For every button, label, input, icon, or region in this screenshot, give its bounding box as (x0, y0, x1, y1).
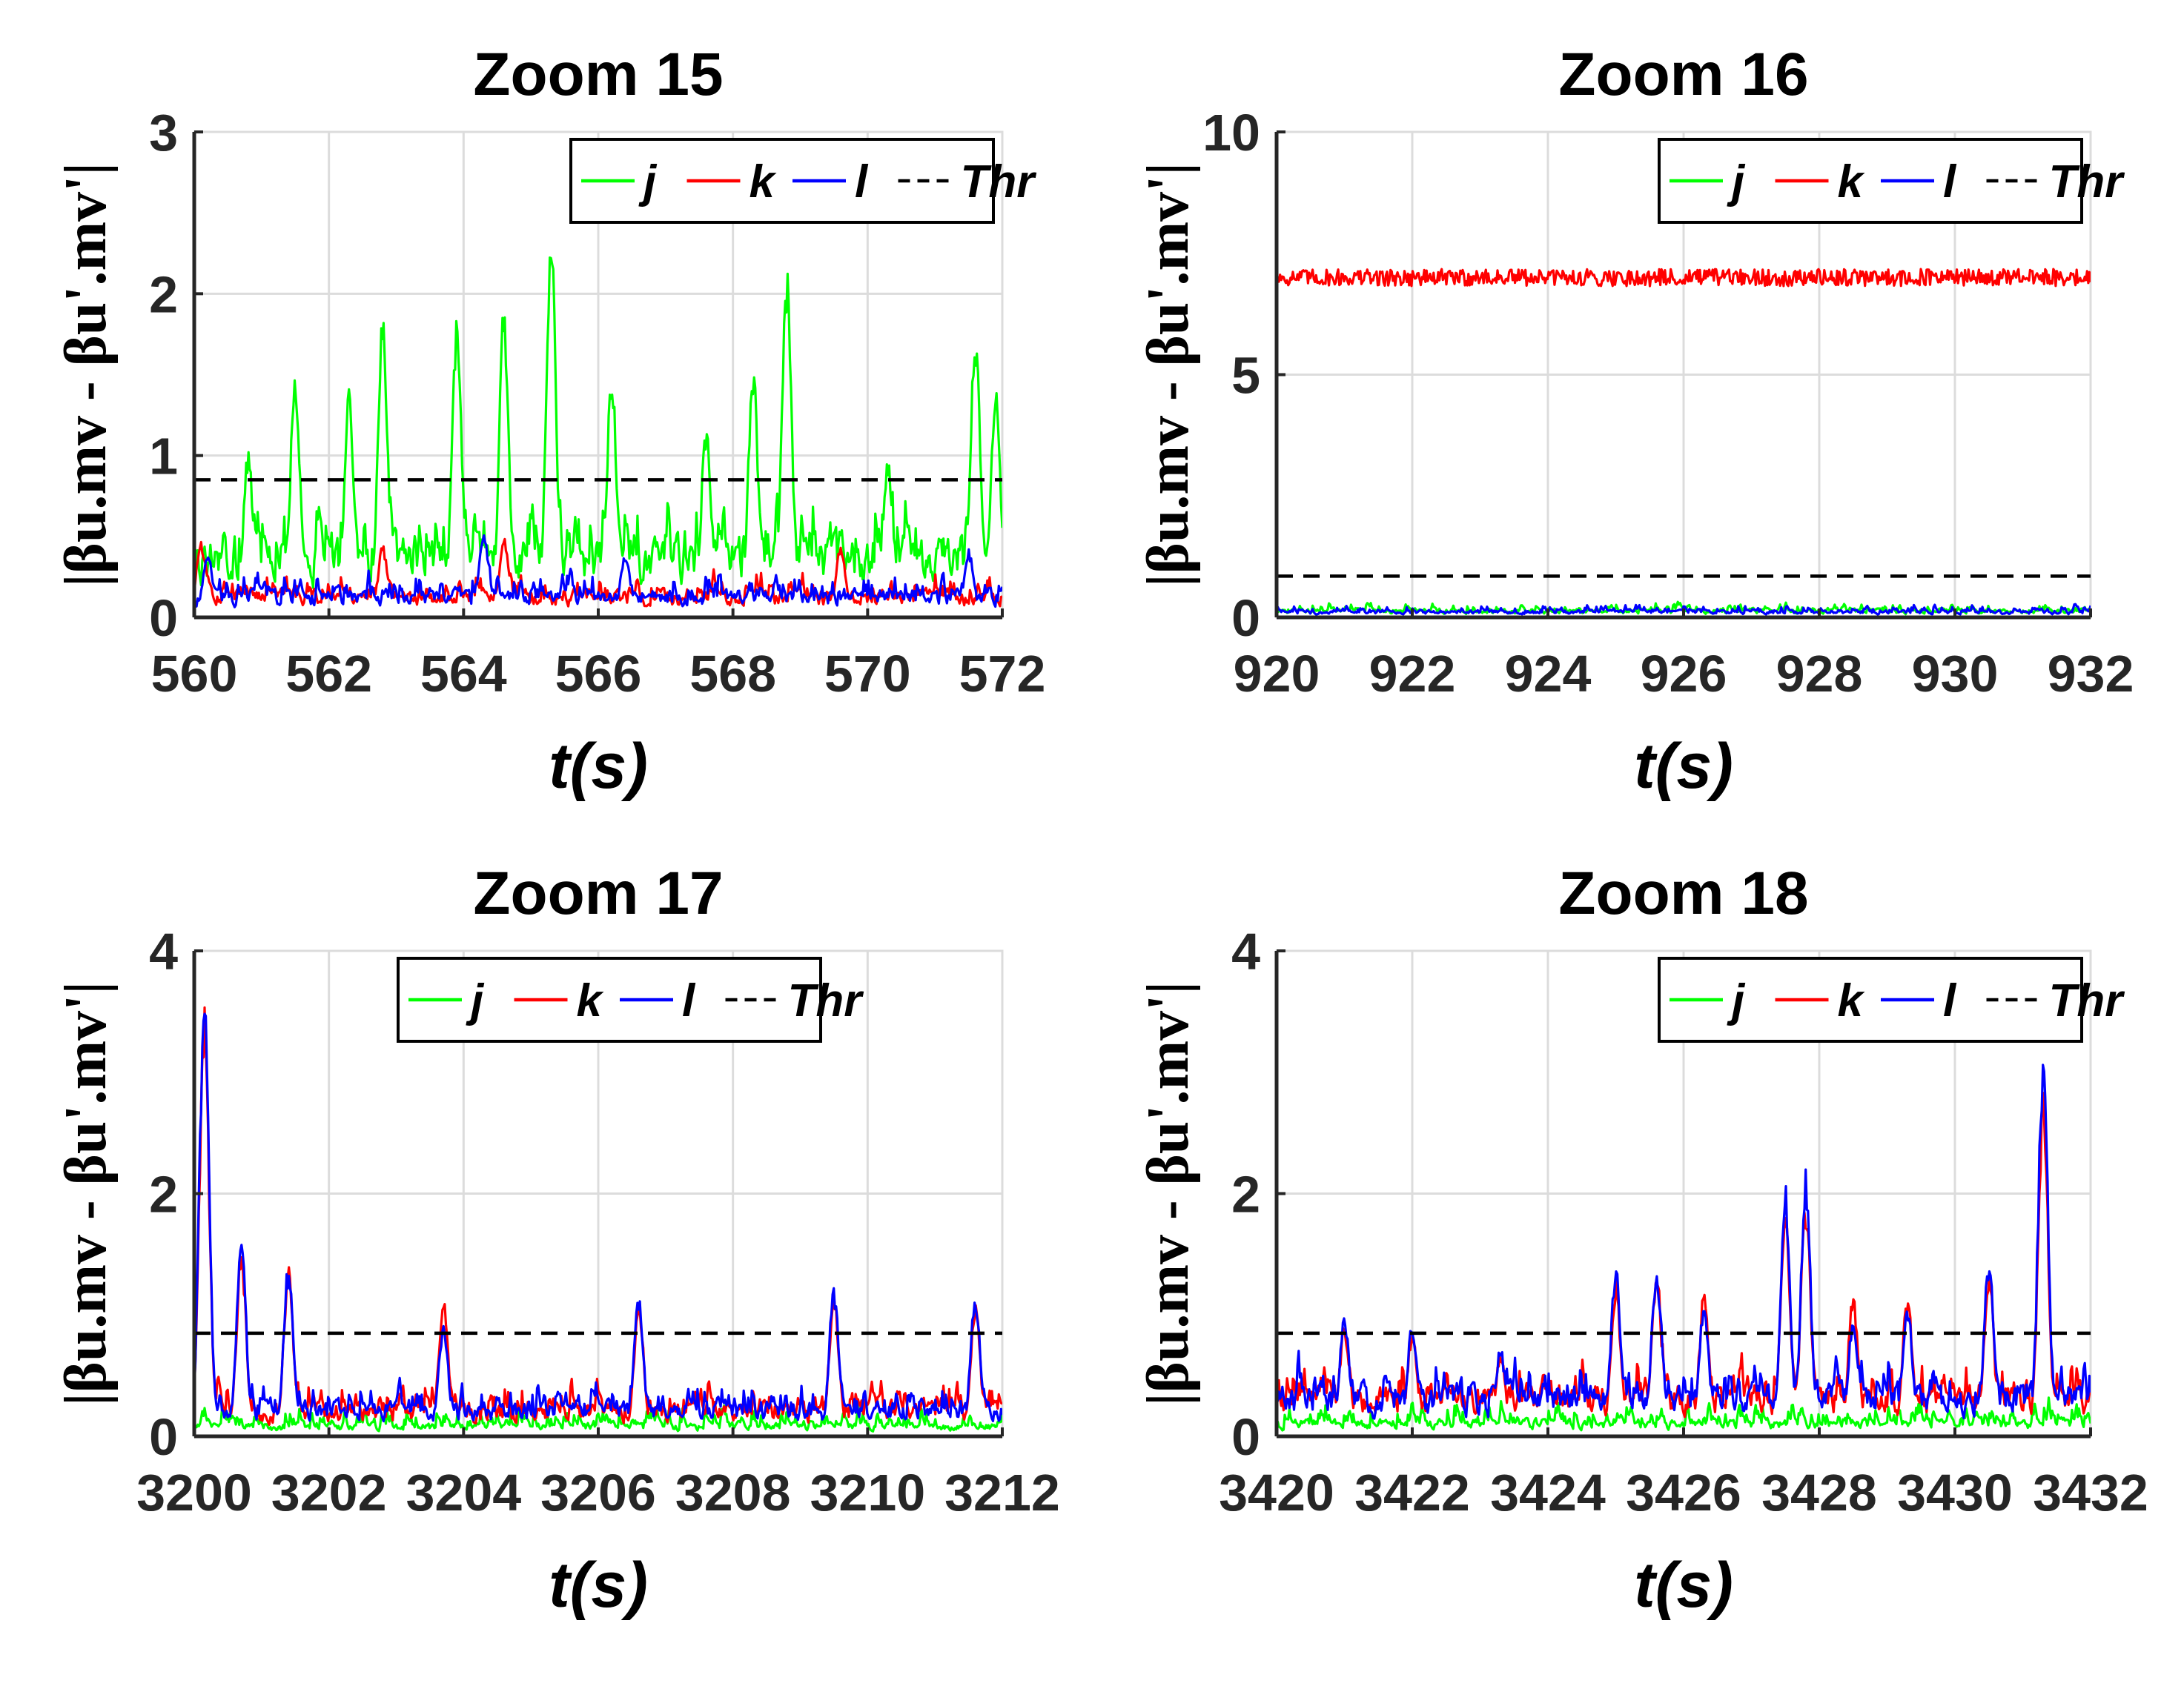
x-tick-label: 3204 (406, 1464, 521, 1522)
x-tick-label: 932 (2048, 645, 2134, 703)
x-tick-label: 3212 (944, 1464, 1060, 1522)
chart-panel: 3200 3202 3204 3206 3208 3210 3212 0 2 4 Zoom 17 t(… (53, 860, 1060, 1621)
legend: j k l Thr (397, 957, 864, 1043)
legend-label-l: l (855, 156, 869, 208)
legend-label-Thr: Thr (2049, 975, 2125, 1026)
legend-label-k: k (1838, 156, 1866, 208)
y-axis-label: |βu.mv - βu'.mv'| (1136, 981, 1201, 1406)
y-tick-label: 10 (1202, 104, 1260, 162)
legend-label-l: l (682, 975, 696, 1026)
x-tick-label: 3202 (271, 1464, 387, 1522)
series-line-k (194, 537, 1002, 608)
legend-box (569, 138, 995, 224)
legend: j k l Thr (1658, 957, 2125, 1043)
series-line-k (194, 1006, 1002, 1427)
legend-label-k: k (749, 156, 778, 208)
x-tick-label: 3422 (1354, 1464, 1470, 1522)
x-tick-label: 572 (959, 645, 1046, 703)
y-tick-label: 0 (149, 1408, 178, 1466)
series-line-l (194, 1012, 1002, 1423)
x-axis-label: t(s) (1634, 1550, 1733, 1621)
x-tick-label: 3210 (810, 1464, 925, 1522)
y-tick-label: 2 (1231, 1166, 1260, 1224)
chart-title: Zoom 15 (473, 41, 723, 108)
chart-panel: 560 562 564 566 568 570 572 0 1 2 3 Zoom 15 t(s) |βu.… (53, 41, 1045, 802)
legend-label-Thr: Thr (961, 156, 1037, 208)
plot-area (1277, 1064, 2091, 1432)
y-axis-label: |βu.mv - βu'.mv'| (53, 162, 119, 587)
y-axis-label: |βu.mv - βu'.mv'| (53, 981, 119, 1406)
chart-title: Zoom 18 (1558, 860, 1808, 927)
chart-panel: 3420 3422 3424 3426 3428 3430 3432 0 2 4 Zoom 18 t(… (1136, 860, 2148, 1621)
legend-label-Thr: Thr (2049, 156, 2125, 208)
x-tick-label: 922 (1369, 645, 1456, 703)
x-axis-label: t(s) (549, 1550, 648, 1621)
x-tick-label: 3428 (1761, 1464, 1877, 1522)
x-tick-label: 560 (151, 645, 238, 703)
legend-label-k: k (1838, 975, 1866, 1026)
series-line-k (1277, 268, 2091, 288)
legend: j k l Thr (569, 138, 1037, 224)
x-tick-label: 3208 (675, 1464, 791, 1522)
chart-panel: 920 922 924 926 928 930 932 0 5 10 Zoom 16 t(s) |βu.… (1136, 41, 2134, 802)
x-tick-label: 3432 (2033, 1464, 2148, 1522)
x-tick-label: 930 (1912, 645, 1999, 703)
x-tick-label: 924 (1505, 645, 1592, 703)
y-tick-label: 2 (149, 1166, 178, 1224)
y-tick-label: 2 (149, 265, 178, 323)
x-axis-label: t(s) (549, 731, 648, 802)
x-tick-label: 3424 (1490, 1464, 1606, 1522)
x-axis-label: t(s) (1634, 731, 1733, 802)
y-axis-label: |βu.mv - βu'.mv'| (1136, 162, 1201, 587)
plot-area (194, 1006, 1002, 1433)
legend-label-k: k (577, 975, 605, 1026)
y-tick-label: 0 (1231, 1408, 1260, 1466)
chart-title: Zoom 17 (473, 860, 723, 927)
y-tick-label: 1 (149, 428, 178, 485)
y-tick-label: 4 (149, 923, 178, 981)
y-tick-label: 5 (1231, 347, 1260, 405)
plot-area (194, 256, 1002, 608)
x-tick-label: 568 (689, 645, 776, 703)
series-line-j (194, 256, 1002, 589)
legend-label-l: l (1943, 975, 1957, 1026)
x-tick-label: 566 (555, 645, 642, 703)
legend-label-Thr: Thr (788, 975, 864, 1026)
x-tick-label: 926 (1641, 645, 1727, 703)
x-tick-label: 3420 (1219, 1464, 1334, 1522)
series-line-j (1277, 1396, 2091, 1432)
chart-title: Zoom 16 (1558, 41, 1808, 108)
x-tick-label: 3200 (136, 1464, 252, 1522)
x-tick-label: 3206 (540, 1464, 656, 1522)
x-tick-label: 3430 (1897, 1464, 2013, 1522)
series-line-l (194, 534, 1002, 608)
x-tick-label: 562 (285, 645, 372, 703)
series-line-j (194, 1404, 1002, 1433)
x-tick-label: 3426 (1626, 1464, 1741, 1522)
x-tick-label: 920 (1234, 645, 1320, 703)
legend: j k l Thr (1658, 138, 2125, 224)
x-tick-label: 570 (824, 645, 911, 703)
y-tick-label: 4 (1231, 923, 1260, 981)
y-tick-label: 3 (149, 104, 178, 162)
y-tick-label: 0 (149, 589, 178, 647)
legend-label-l: l (1943, 156, 1957, 208)
y-tick-label: 0 (1231, 589, 1260, 647)
x-tick-label: 564 (420, 645, 507, 703)
x-tick-label: 928 (1776, 645, 1863, 703)
